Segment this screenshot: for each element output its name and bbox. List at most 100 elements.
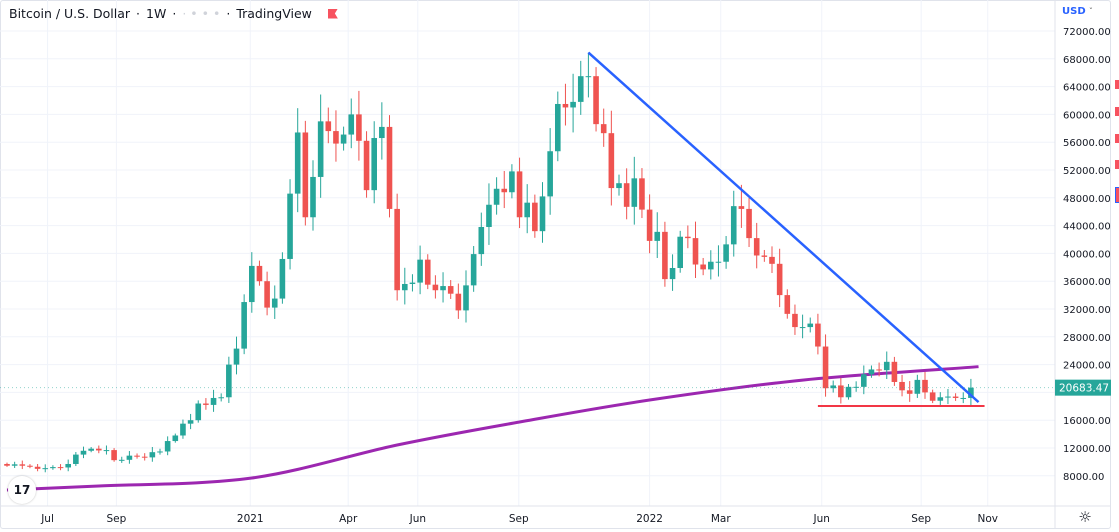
candle-body xyxy=(409,282,416,284)
candle-body xyxy=(65,463,71,468)
candle-body xyxy=(730,206,737,245)
candle-body xyxy=(424,259,431,285)
candle-body xyxy=(715,261,722,263)
obscured-text: · • • • xyxy=(182,6,221,21)
x-tick-label: Jul xyxy=(40,513,54,525)
candle-body xyxy=(27,465,33,467)
side-tab[interactable] xyxy=(1115,107,1119,116)
interval[interactable]: 1W xyxy=(146,6,167,21)
candle-body xyxy=(103,450,110,452)
y-tick-label: 32000.00 xyxy=(1063,305,1111,316)
candle-body xyxy=(493,188,500,205)
flag-icon[interactable] xyxy=(327,8,338,19)
candle-body xyxy=(669,267,676,280)
candle-body xyxy=(57,467,64,469)
candle-body xyxy=(73,454,79,464)
side-tab[interactable] xyxy=(1115,160,1119,169)
side-tab[interactable] xyxy=(1115,134,1119,143)
candle-body xyxy=(646,209,653,241)
y-tick-label: 8000.00 xyxy=(1063,472,1104,483)
candle-body xyxy=(922,379,928,393)
candle-body xyxy=(708,261,714,270)
candle-body xyxy=(700,264,706,270)
side-tab[interactable] xyxy=(1115,187,1119,203)
candle-body xyxy=(616,183,622,189)
candle-body xyxy=(845,386,852,398)
candle-body xyxy=(195,403,202,421)
grid xyxy=(0,0,1055,506)
candle-body xyxy=(952,396,959,398)
candle-body xyxy=(562,103,569,108)
candle-body xyxy=(371,138,377,191)
candle-body xyxy=(394,208,400,291)
candle-body xyxy=(662,231,668,280)
candle-body xyxy=(769,256,775,264)
candle-body xyxy=(96,448,102,451)
candle-body xyxy=(891,361,898,382)
candle-body xyxy=(593,76,599,125)
candle-body xyxy=(333,131,339,144)
candle-body xyxy=(486,204,492,227)
candle-body xyxy=(417,259,423,283)
candle-body xyxy=(929,392,936,401)
candle-body xyxy=(287,193,293,259)
candle-body xyxy=(478,226,485,255)
drawings[interactable] xyxy=(587,51,985,407)
y-tick-label: 44000.00 xyxy=(1063,222,1111,233)
candle-body xyxy=(677,236,683,268)
candle-body xyxy=(792,313,798,328)
tradingview-logo[interactable]: 17 xyxy=(8,476,36,504)
candle-body xyxy=(532,202,538,232)
candle-body xyxy=(256,265,263,282)
x-tick-label: 2022 xyxy=(636,513,663,525)
candle-body xyxy=(463,285,469,311)
y-tick-label: 28000.00 xyxy=(1063,333,1111,344)
candle-body xyxy=(310,176,316,218)
candle-body xyxy=(340,134,347,144)
candle-body xyxy=(50,467,56,469)
x-tick-label: Nov xyxy=(977,513,998,525)
side-tab[interactable] xyxy=(1115,80,1119,89)
candle-body xyxy=(623,183,630,207)
candle-body xyxy=(356,114,362,141)
candle-body xyxy=(906,390,913,394)
candle-body xyxy=(639,178,645,210)
candle-body xyxy=(386,126,393,209)
candle-body xyxy=(585,76,592,78)
x-tick-label: Jun xyxy=(409,513,426,525)
moving-average xyxy=(6,365,979,492)
y-tick-label: 72000.00 xyxy=(1063,27,1111,38)
candle-body xyxy=(501,188,508,193)
candle-body xyxy=(11,464,18,466)
y-tick-label: 40000.00 xyxy=(1063,249,1111,260)
x-tick-label: Sep xyxy=(106,513,126,525)
moving-average-line xyxy=(6,365,979,492)
candle-body xyxy=(914,379,921,394)
y-tick-label: 56000.00 xyxy=(1063,138,1111,149)
candle-body xyxy=(80,450,87,455)
side-toolbar xyxy=(1115,0,1119,532)
candle-body xyxy=(233,348,240,365)
candle-body xyxy=(968,387,974,398)
candle-body xyxy=(883,361,890,371)
candle-body xyxy=(539,196,546,232)
candle-body xyxy=(876,369,882,371)
candle-body xyxy=(685,236,691,239)
settings-icon[interactable]: ☼ xyxy=(1078,508,1092,526)
y-tick-label: 60000.00 xyxy=(1063,110,1111,121)
candle-body xyxy=(4,463,10,466)
candle-body xyxy=(600,124,607,134)
candle-body xyxy=(723,244,729,262)
candle-body xyxy=(241,302,247,349)
candle-body xyxy=(226,364,232,398)
candle-body xyxy=(516,171,523,218)
currency-selector[interactable]: USD ˇ xyxy=(1062,6,1093,17)
candle-body xyxy=(402,283,408,291)
symbol-name: Bitcoin / U.S. Dollar xyxy=(9,6,131,21)
candle-body xyxy=(455,293,462,311)
candle-body xyxy=(761,255,768,257)
logo-text: 17 xyxy=(13,483,31,497)
candle-body xyxy=(118,459,125,461)
candle-body xyxy=(111,450,117,461)
